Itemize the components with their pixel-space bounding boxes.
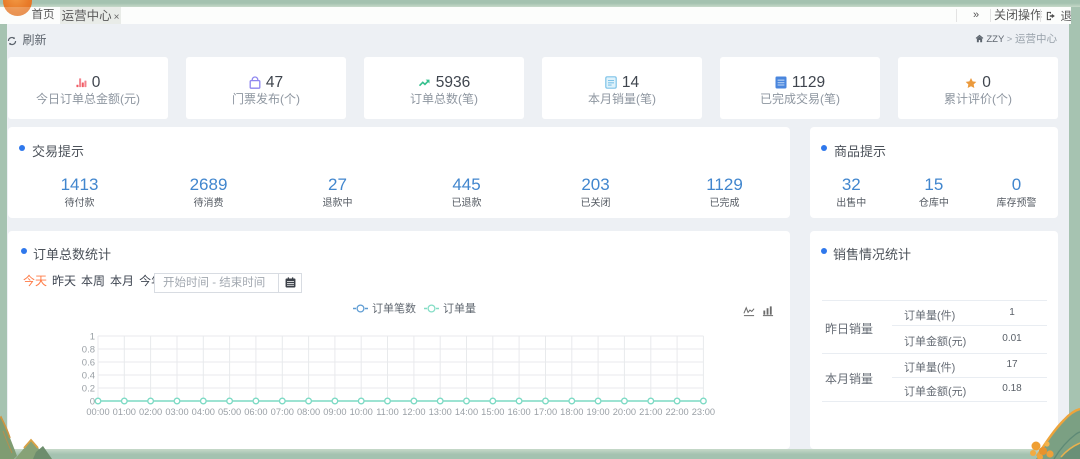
svg-text:0.4: 0.4 [82,371,95,382]
svg-text:21:00: 21:00 [639,407,662,417]
svg-text:09:00: 09:00 [323,407,346,417]
svg-text:14:00: 14:00 [455,407,478,417]
svg-text:00:00: 00:00 [86,407,109,417]
svg-text:16:00: 16:00 [507,407,530,417]
svg-text:17:00: 17:00 [534,407,557,417]
svg-text:04:00: 04:00 [192,407,215,417]
svg-text:12:00: 12:00 [402,407,425,417]
svg-text:1: 1 [90,332,95,343]
svg-text:0.2: 0.2 [82,384,95,395]
svg-text:22:00: 22:00 [665,407,688,417]
svg-text:06:00: 06:00 [244,407,267,417]
svg-text:0: 0 [90,397,95,408]
svg-text:07:00: 07:00 [271,407,294,417]
svg-text:02:00: 02:00 [139,407,162,417]
svg-text:03:00: 03:00 [165,407,188,417]
svg-text:10:00: 10:00 [350,407,373,417]
svg-text:23:00: 23:00 [692,407,715,417]
svg-text:13:00: 13:00 [429,407,452,417]
svg-text:0.8: 0.8 [82,345,95,356]
svg-text:20:00: 20:00 [613,407,636,417]
svg-text:15:00: 15:00 [481,407,504,417]
svg-text:01:00: 01:00 [113,407,136,417]
svg-text:08:00: 08:00 [297,407,320,417]
svg-text:0.6: 0.6 [82,358,95,369]
svg-text:19:00: 19:00 [586,407,609,417]
svg-text:18:00: 18:00 [560,407,583,417]
svg-text:05:00: 05:00 [218,407,241,417]
svg-text:11:00: 11:00 [376,407,399,417]
